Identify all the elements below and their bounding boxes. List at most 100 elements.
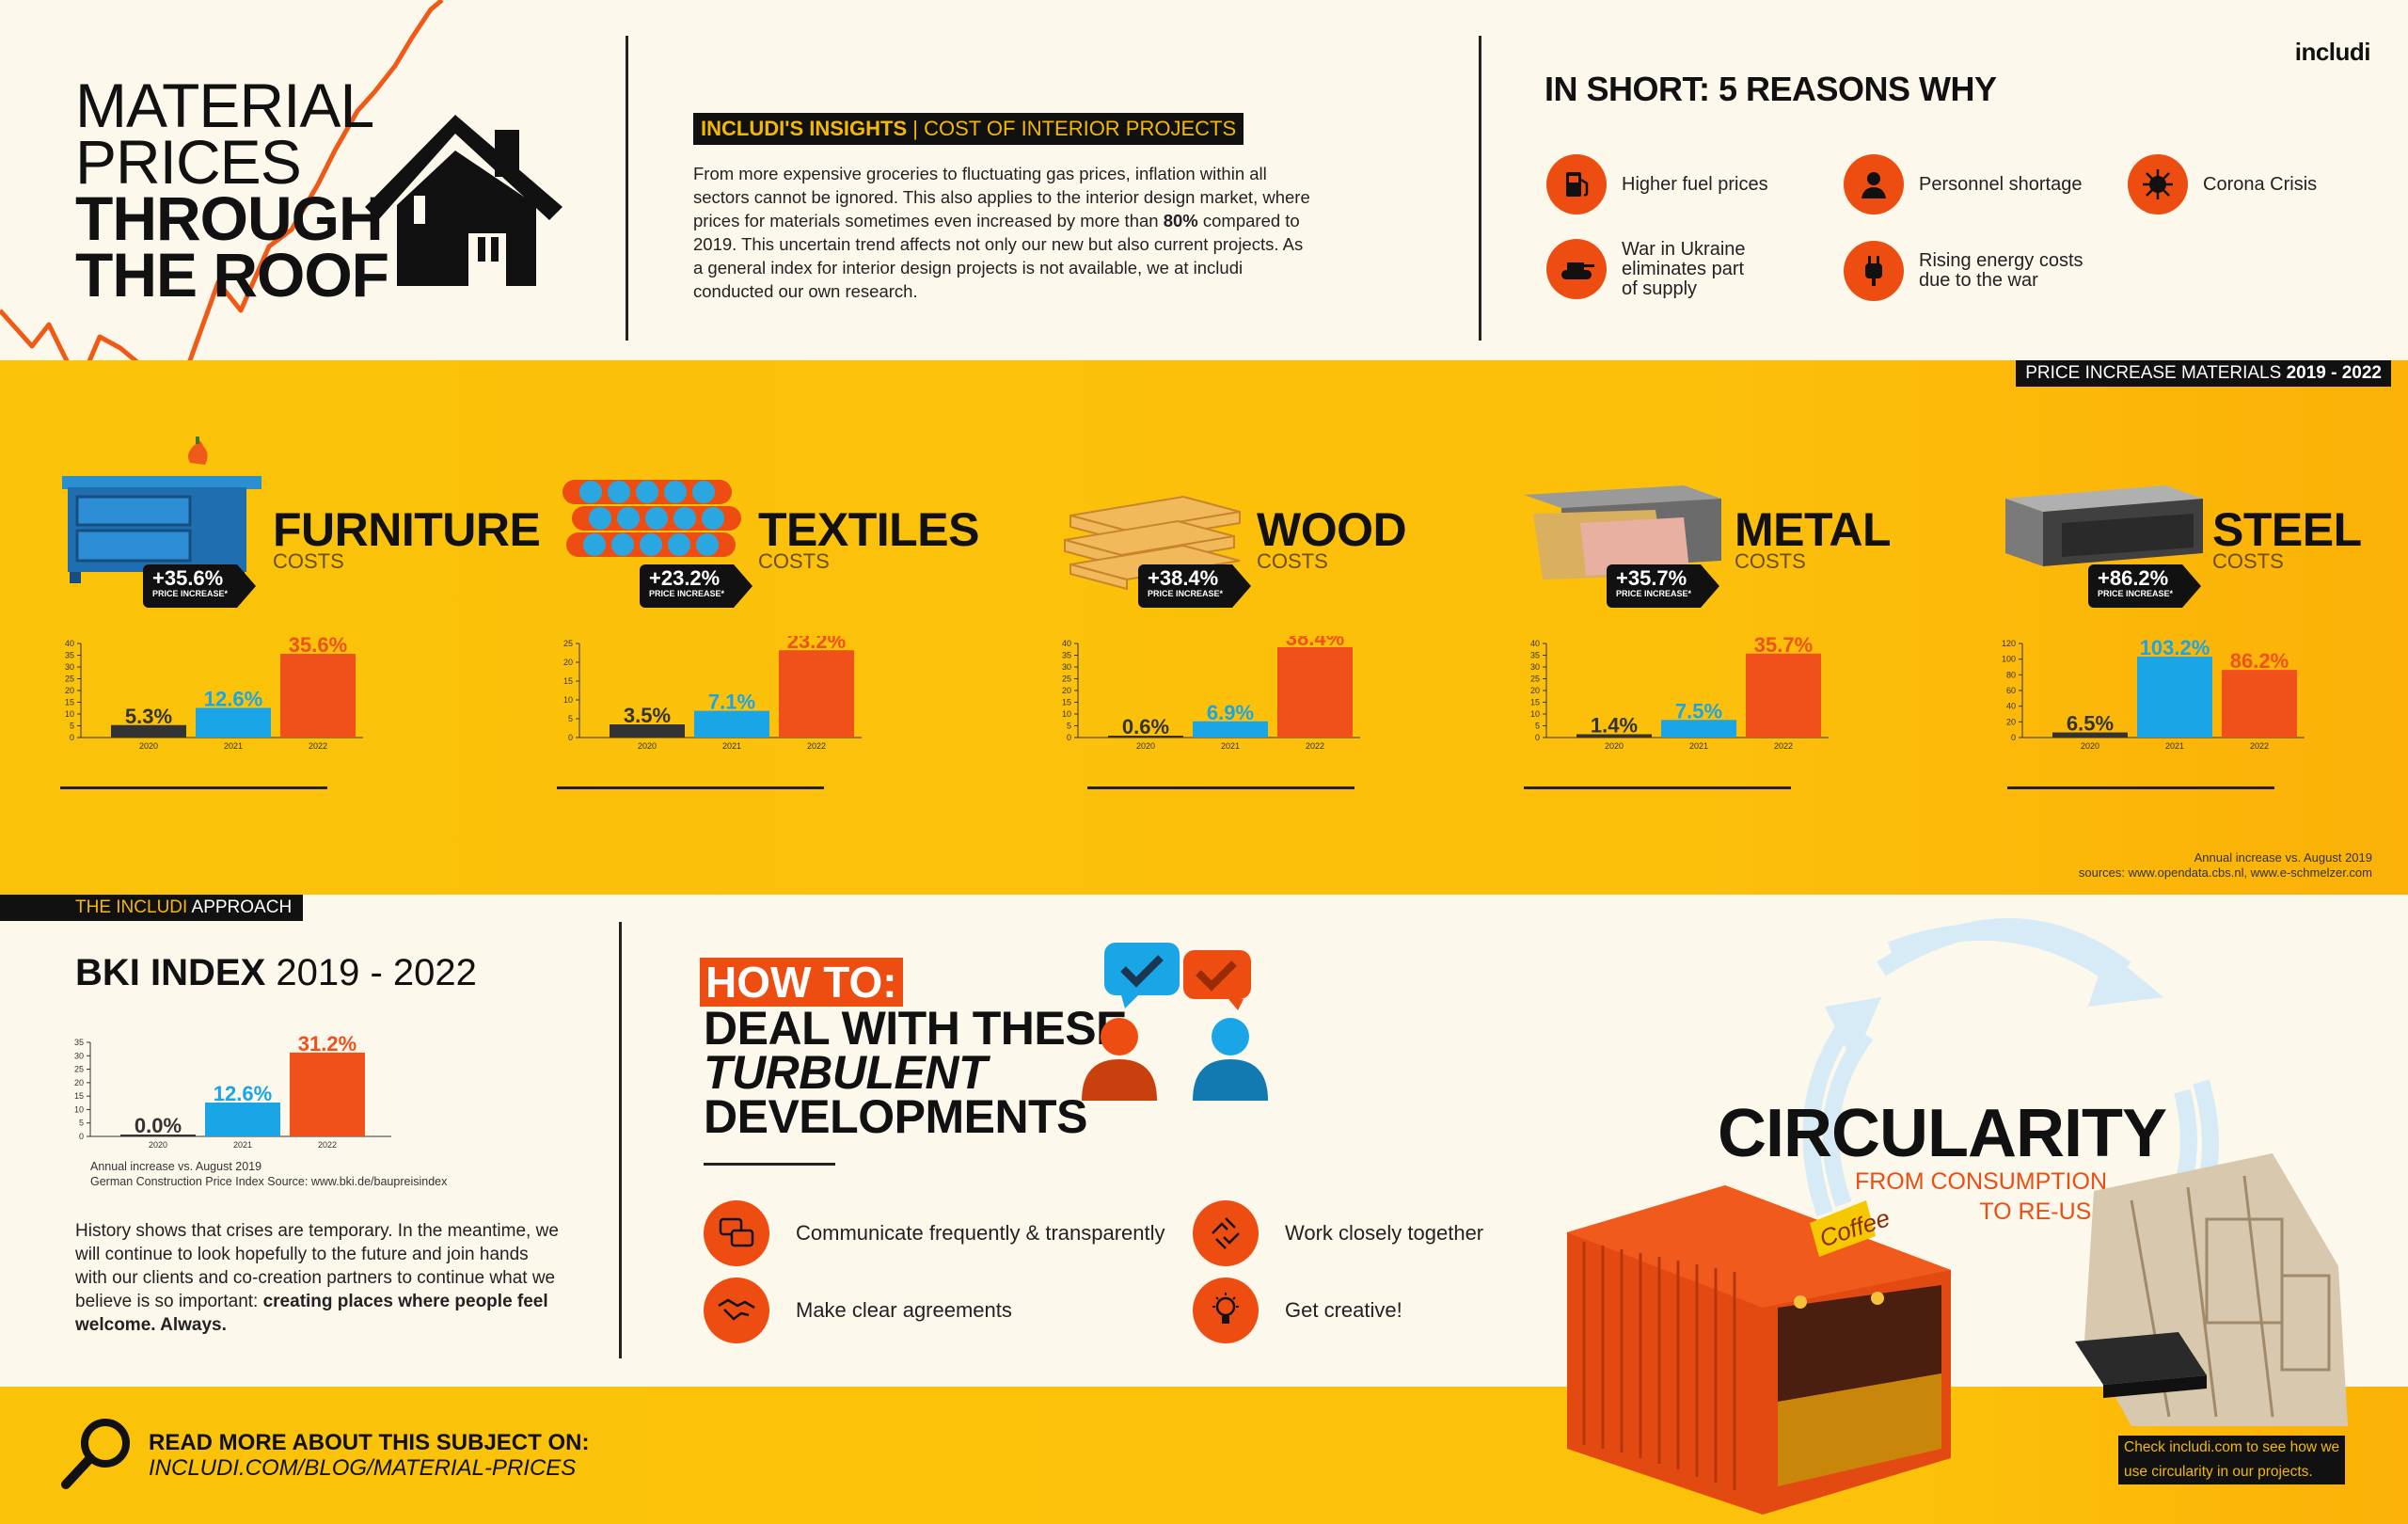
divider-3 xyxy=(619,922,622,1358)
price-badge: +86.2% PRICE INCREASE* xyxy=(2088,564,2202,608)
bar xyxy=(1108,736,1183,738)
material-steel: STEEL COSTS xyxy=(2212,503,2362,572)
bar xyxy=(610,724,685,738)
price-badge: +23.2% PRICE INCREASE* xyxy=(640,564,753,608)
title-line-4: THE ROOF xyxy=(75,240,389,310)
bar xyxy=(1193,721,1268,738)
y-tick-label: 30 xyxy=(1062,662,1071,672)
reason-item: Corona Crisis xyxy=(2128,154,2317,214)
y-tick-label: 0 xyxy=(568,733,573,742)
data-label: 7.5% xyxy=(1675,699,1722,722)
y-tick-label: 20 xyxy=(1530,686,1540,695)
read-more-link[interactable]: INCLUDI.COM/BLOG/MATERIAL-PRICES xyxy=(149,1455,577,1481)
data-label: 35.7% xyxy=(1754,636,1813,657)
bar xyxy=(1277,647,1353,738)
reasons-title: IN SHORT: 5 REASONS WHY xyxy=(1545,70,1997,108)
y-tick-label: 5 xyxy=(79,1119,84,1128)
tank-icon xyxy=(1546,239,1607,299)
furniture-image xyxy=(62,437,261,583)
textiles-image xyxy=(562,480,741,557)
metal-image xyxy=(1524,485,1721,579)
divider-line xyxy=(60,786,327,789)
house-icon xyxy=(365,115,562,286)
tip-label: Communicate frequently & transparently xyxy=(796,1221,1165,1245)
energy-plug-icon xyxy=(1844,241,1904,301)
howto-tag: HOW TO: xyxy=(700,958,903,1007)
y-tick-label: 15 xyxy=(1530,698,1540,707)
data-label: 35.6% xyxy=(289,636,347,657)
x-tick-label: 2020 xyxy=(2081,741,2099,751)
y-tick-label: 5 xyxy=(1067,722,1071,731)
tip-label: Get creative! xyxy=(1285,1298,1402,1322)
material-sub: COSTS xyxy=(273,549,344,573)
read-more: READ MORE ABOUT THIS SUBJECT ON: INCLUDI… xyxy=(149,1430,589,1481)
x-tick-label: 2020 xyxy=(638,741,657,751)
y-tick-label: 120 xyxy=(2002,639,2016,648)
wood-image xyxy=(1064,495,1241,591)
data-label: 7.1% xyxy=(708,691,755,714)
material-title: FURNITURE xyxy=(273,503,541,556)
y-tick-label: 15 xyxy=(65,698,74,707)
x-tick-label: 2020 xyxy=(149,1140,167,1150)
lightbulb-icon xyxy=(1193,1278,1259,1343)
bar xyxy=(290,1052,365,1136)
bar xyxy=(120,1135,196,1136)
y-tick-label: 35 xyxy=(1530,651,1540,660)
material-title: STEEL xyxy=(2212,503,2362,556)
x-tick-label: 2021 xyxy=(1221,741,1240,751)
divider-2 xyxy=(1479,36,1481,341)
insights-tag: INCLUDI'S INSIGHTS | COST OF INTERIOR PR… xyxy=(693,113,1244,145)
material-sub: COSTS xyxy=(758,549,830,573)
magnifier-icon xyxy=(61,1419,130,1489)
circularity-cta[interactable]: Check includi.com to see how we use circ… xyxy=(2118,1436,2346,1484)
x-tick-label: 2021 xyxy=(2165,741,2184,751)
bar xyxy=(2222,670,2297,738)
reason-label: Personnel shortage xyxy=(1919,173,2083,195)
reason-item: Rising energy costs due to the war xyxy=(1844,241,2083,301)
divider-line xyxy=(557,786,824,789)
metal-chart: 0 5 10 15 20 25 30 35 40 1.4% 2020 7.5% 2021 35.7% 202… xyxy=(1530,636,1829,751)
x-tick-label: 2021 xyxy=(224,741,243,751)
y-tick-label: 15 xyxy=(563,676,573,686)
x-tick-label: 2020 xyxy=(139,741,158,751)
x-tick-label: 2022 xyxy=(1774,741,1793,751)
bar xyxy=(2137,657,2212,738)
people-chat-icon xyxy=(1082,943,1268,1101)
steel-image xyxy=(2005,485,2203,566)
y-tick-label: 0 xyxy=(70,733,74,742)
data-label: 23.2% xyxy=(787,636,846,653)
tip-label: Work closely together xyxy=(1285,1221,1484,1245)
material-furniture: FURNITURE COSTS xyxy=(273,503,541,573)
bar xyxy=(205,1103,280,1136)
divider-line xyxy=(1087,786,1354,789)
y-tick-label: 15 xyxy=(74,1091,84,1101)
material-title: WOOD xyxy=(1257,503,1407,556)
data-label: 86.2% xyxy=(2230,649,2289,673)
main-title: MATERIAL PRICES THROUGH THE ROOF xyxy=(75,74,389,310)
y-tick-label: 100 xyxy=(2002,655,2016,664)
y-tick-label: 5 xyxy=(70,722,74,731)
bar xyxy=(1661,720,1736,738)
y-tick-label: 25 xyxy=(74,1065,84,1074)
bar xyxy=(1746,653,1821,738)
insights-text-part-1: From more expensive groceries to fluctua… xyxy=(693,164,1310,230)
howto-tip: Work closely together xyxy=(1193,1200,1483,1266)
read-more-label: READ MORE ABOUT THIS SUBJECT ON: xyxy=(149,1430,590,1455)
material-metal: METAL COSTS xyxy=(1735,503,1891,572)
data-label: 38.4% xyxy=(1286,636,1344,650)
x-tick-label: 2022 xyxy=(1306,741,1324,751)
data-label: 5.3% xyxy=(125,705,172,728)
container-cafe-image: Coffee xyxy=(1567,1185,1951,1515)
brand-logo[interactable]: includi xyxy=(2294,38,2371,66)
y-tick-label: 25 xyxy=(65,675,74,684)
y-tick-label: 20 xyxy=(1062,686,1071,695)
price-badge: +38.4% PRICE INCREASE* xyxy=(1138,564,1252,608)
y-tick-label: 30 xyxy=(1530,662,1540,672)
y-tick-label: 35 xyxy=(65,651,74,660)
y-tick-label: 10 xyxy=(74,1104,84,1114)
y-tick-label: 10 xyxy=(563,695,573,705)
howto-tip: Get creative! xyxy=(1193,1278,1402,1343)
material-title: METAL xyxy=(1735,503,1891,556)
x-tick-label: 2022 xyxy=(309,741,327,751)
divider-line xyxy=(2007,786,2274,789)
